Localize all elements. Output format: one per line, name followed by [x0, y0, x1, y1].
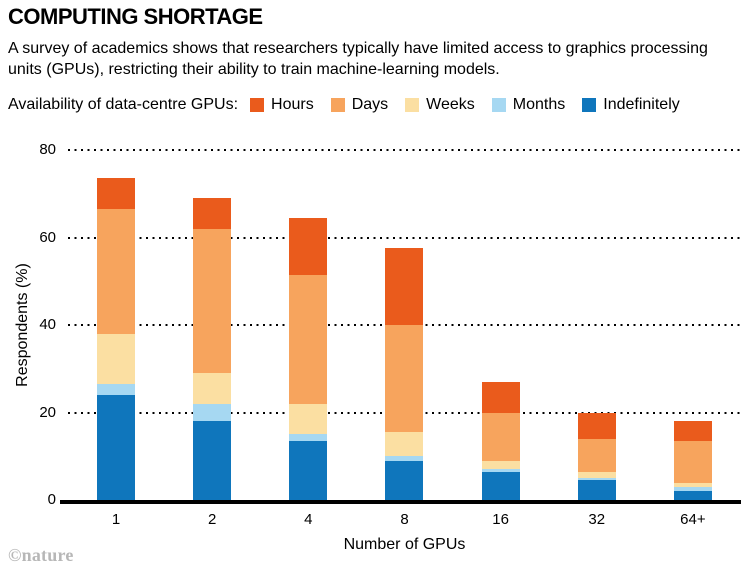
chart-title: COMPUTING SHORTAGE — [8, 4, 263, 29]
segment-months-gpu-16 — [481, 469, 520, 472]
legend-swatch-hours — [250, 98, 265, 112]
segment-months-gpu-32 — [577, 478, 616, 481]
legend-item-hours: Hours — [250, 96, 314, 114]
chart-subtitle: A survey of academics shows that researc… — [8, 40, 708, 78]
bar-16 — [481, 381, 520, 500]
segment-months-gpu-4 — [289, 434, 328, 441]
segment-indefinitely-gpu-2 — [193, 421, 232, 500]
x-tick-16: 16 — [492, 511, 509, 528]
legend-swatch-months — [491, 98, 506, 112]
segment-hours-gpu-32 — [577, 412, 616, 439]
bar-1 — [97, 178, 136, 500]
gridline-60 — [68, 236, 741, 239]
nature-credit: ©nature — [8, 545, 74, 565]
segment-months-gpu-8 — [385, 456, 424, 461]
bar-32 — [577, 412, 616, 500]
segment-weeks-gpu-2 — [193, 373, 232, 404]
segment-indefinitely-gpu-4 — [289, 440, 328, 500]
legend-label: Availability of data-centre GPUs: — [8, 96, 239, 113]
y-tick-80: 80 — [39, 141, 56, 158]
segment-days-gpu-32 — [577, 438, 616, 472]
x-axis-label: Number of GPUs — [343, 536, 466, 553]
legend-item-label: Hours — [271, 96, 314, 113]
x-axis-ticks: 1 2 4 8 16 32 64+ — [68, 511, 741, 528]
segment-days-gpu-16 — [481, 412, 520, 461]
x-tick-64+: 64+ — [680, 511, 706, 528]
segment-indefinitely-gpu-64+ — [673, 491, 712, 500]
legend-item-label: Days — [351, 96, 389, 113]
y-tick-60: 60 — [39, 228, 56, 246]
segment-weeks-gpu-16 — [481, 460, 520, 470]
x-tick-2: 2 — [208, 511, 217, 528]
bar-8 — [385, 248, 424, 500]
segment-hours-gpu-4 — [289, 217, 328, 275]
segment-indefinitely-gpu-32 — [577, 480, 616, 500]
segment-months-gpu-1 — [97, 384, 136, 395]
bar-64+ — [673, 421, 712, 500]
segment-months-gpu-64+ — [673, 486, 712, 492]
y-tick-40: 40 — [39, 316, 56, 333]
segment-days-gpu-1 — [97, 209, 136, 334]
gridline-80 — [68, 149, 741, 151]
legend-item-weeks: Weeks — [405, 96, 475, 114]
x-tick-4: 4 — [304, 511, 313, 528]
y-tick-20: 20 — [39, 403, 56, 421]
segment-indefinitely-gpu-8 — [385, 460, 424, 500]
legend-item-label: Weeks — [426, 96, 475, 113]
segment-hours-gpu-16 — [481, 381, 520, 413]
legend-item-indefinitely: Indefinitely — [582, 96, 680, 114]
segment-weeks-gpu-1 — [97, 333, 136, 385]
x-tick-1: 1 — [111, 511, 121, 528]
segment-days-gpu-2 — [193, 228, 232, 374]
segment-weeks-gpu-4 — [289, 403, 328, 435]
legend-item-label: Months — [512, 96, 566, 113]
segment-days-gpu-4 — [289, 274, 328, 404]
legend-swatch-days — [330, 98, 345, 112]
segment-hours-gpu-8 — [385, 248, 424, 325]
segment-weeks-gpu-64+ — [673, 482, 712, 487]
segment-hours-gpu-1 — [97, 178, 136, 210]
legend: Availability of data-centre GPUs: Hours D… — [8, 96, 741, 114]
x-tick-32: 32 — [588, 511, 606, 528]
legend-item-days: Days — [330, 96, 389, 114]
legend-item-months: Months — [491, 96, 566, 114]
segment-hours-gpu-2 — [193, 198, 232, 229]
segment-indefinitely-gpu-16 — [481, 471, 520, 500]
segment-weeks-gpu-32 — [577, 471, 616, 479]
y-axis-ticks: 0 20 40 60 80 — [8, 141, 56, 508]
stacked-bar-chart: Respondents (%) 0 20 40 60 80 1 2 4 8 16 32 64+ Nu… — [8, 141, 741, 554]
plot-area — [60, 149, 741, 504]
bars — [68, 150, 741, 500]
bar-4 — [289, 217, 328, 500]
segment-hours-gpu-64+ — [673, 421, 712, 441]
segment-weeks-gpu-8 — [385, 432, 424, 457]
y-tick-0: 0 — [47, 491, 56, 508]
segment-days-gpu-8 — [385, 325, 424, 433]
segment-days-gpu-64+ — [673, 440, 712, 483]
legend-items: Hours Days Weeks Months Indefinitely — [250, 96, 680, 114]
legend-item-label: Indefinitely — [603, 96, 680, 113]
segment-months-gpu-2 — [193, 403, 232, 422]
legend-swatch-weeks — [405, 98, 420, 112]
legend-swatch-indefinitely — [582, 98, 597, 112]
bar-2 — [193, 198, 232, 500]
x-tick-8: 8 — [400, 511, 409, 528]
segment-indefinitely-gpu-1 — [97, 395, 136, 500]
